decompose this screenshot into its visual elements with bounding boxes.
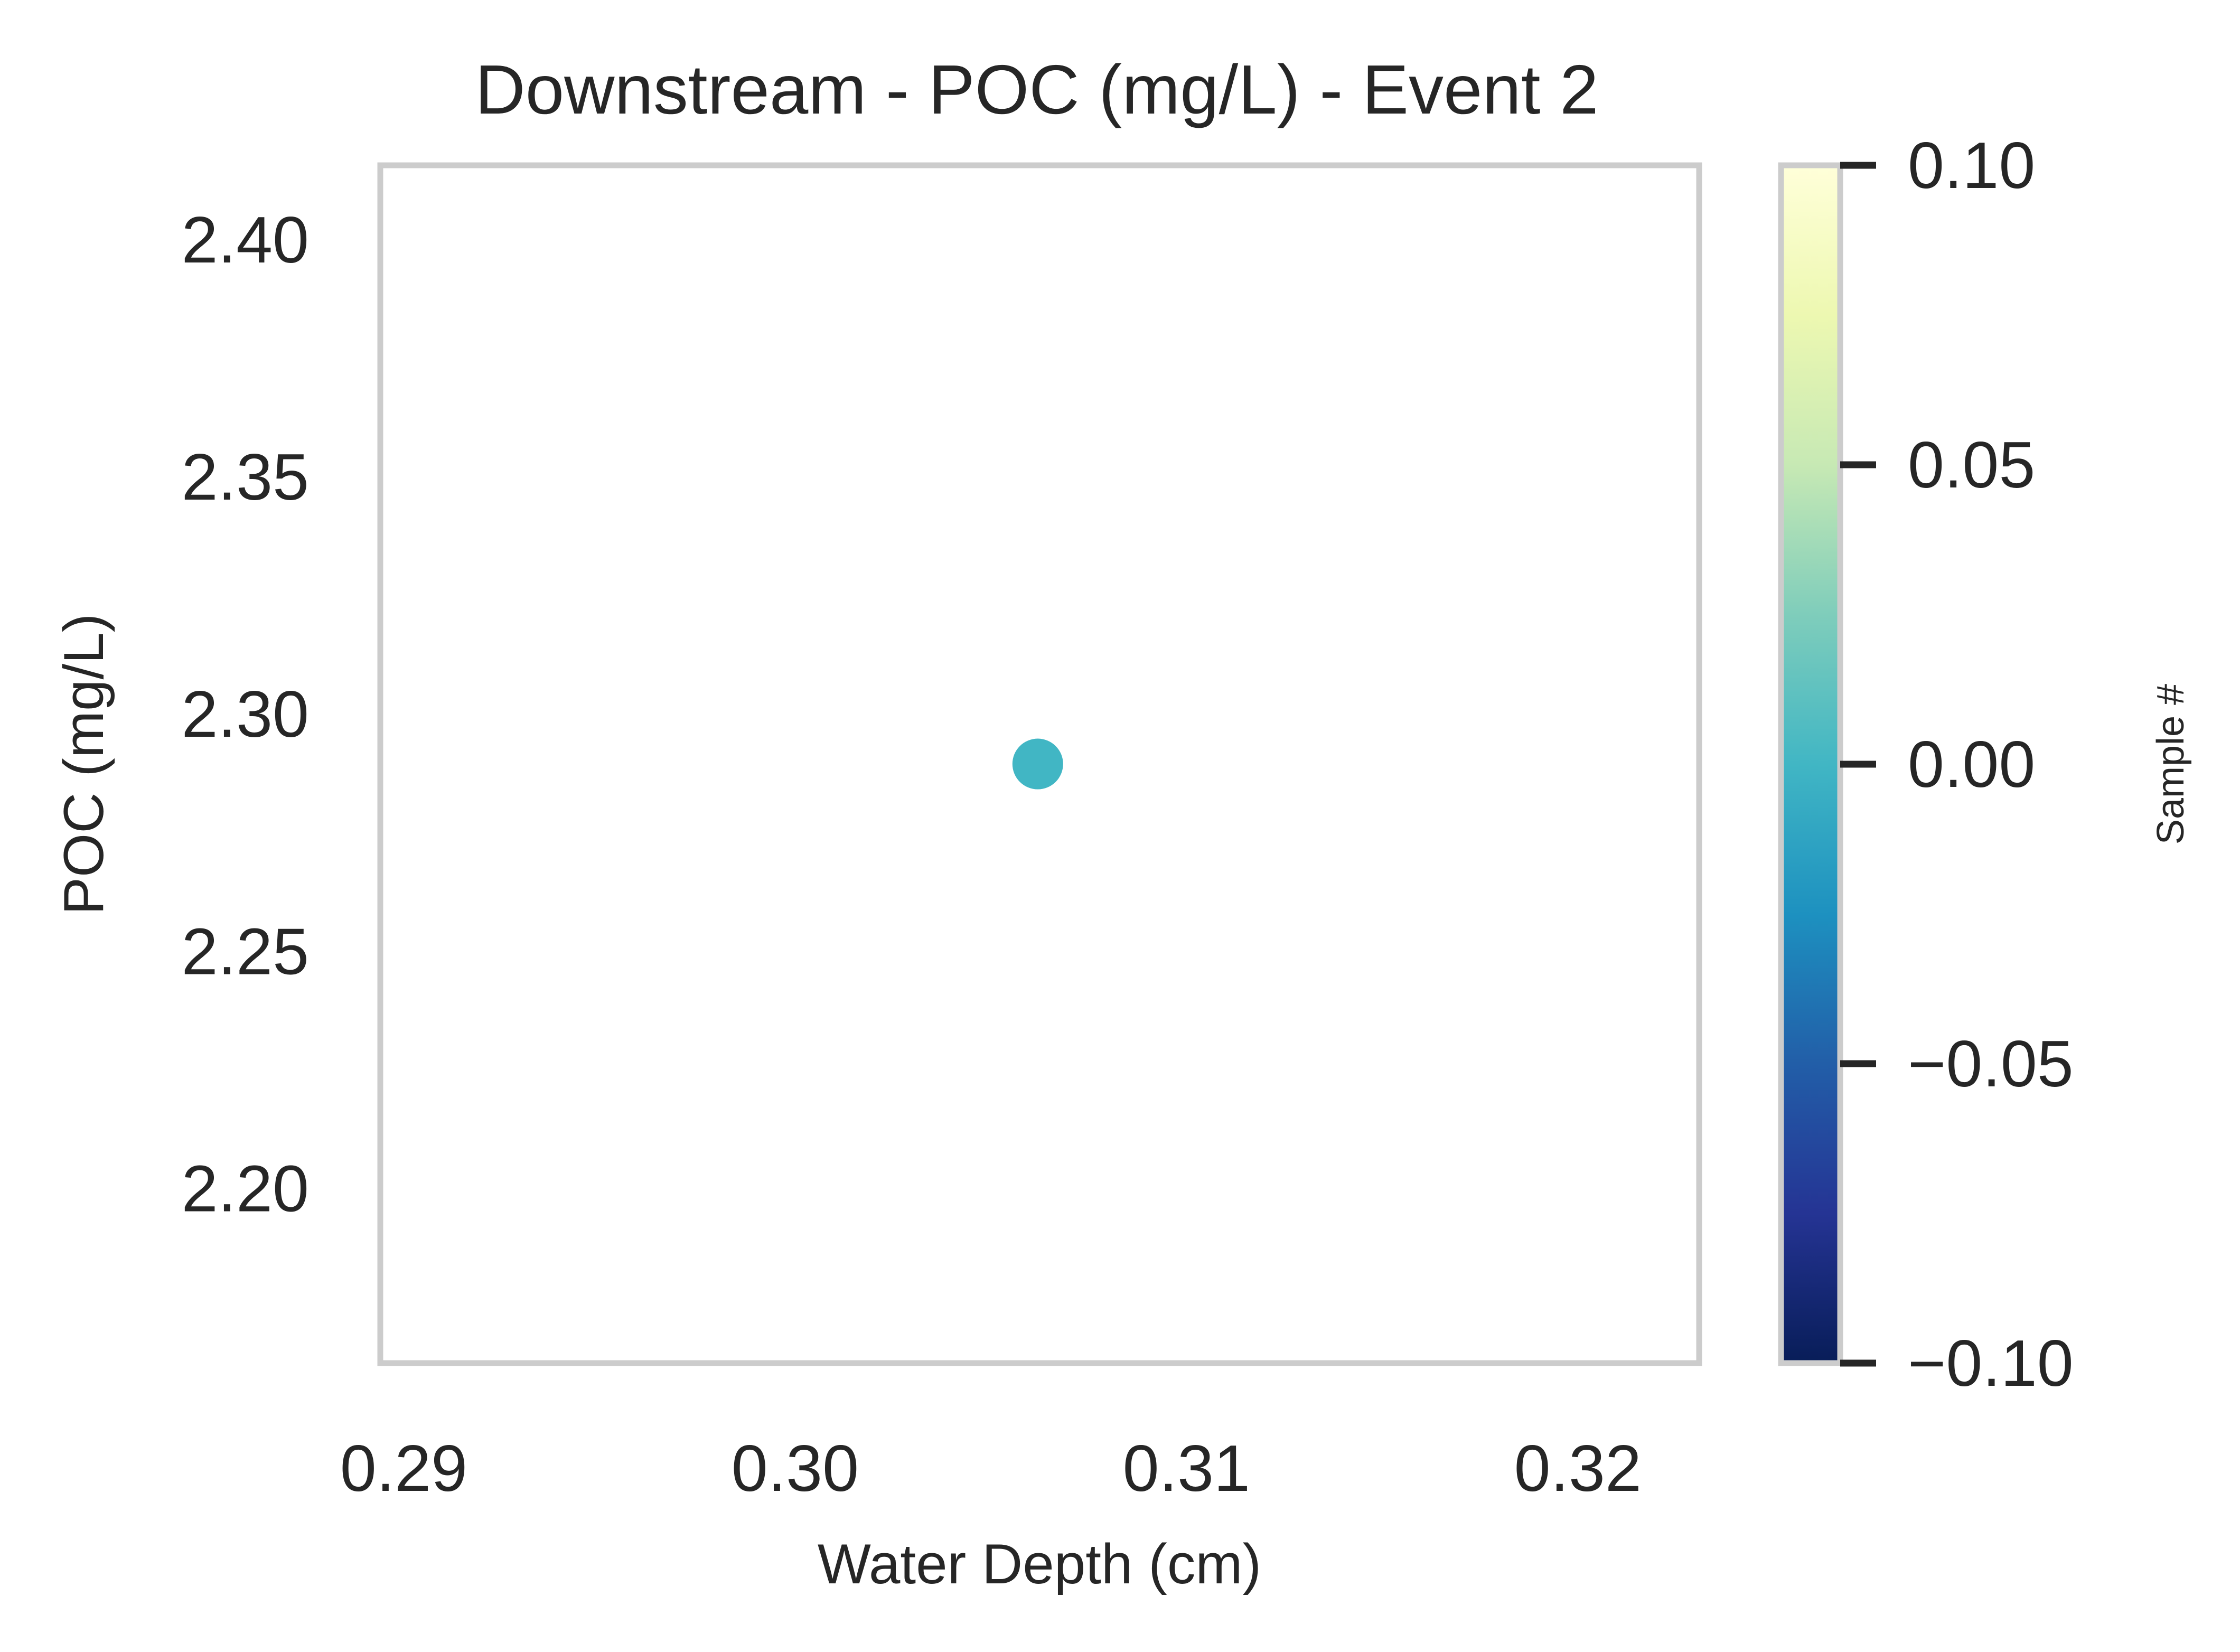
colorbar-tick-label: −0.10 <box>1908 1327 2074 1400</box>
colorbar-tick-label: 0.00 <box>1908 728 2035 801</box>
colorbar-tick-label: 0.10 <box>1908 129 2035 202</box>
y-tick-label: 2.30 <box>182 678 309 751</box>
x-tick-label: 0.32 <box>1514 1432 1642 1505</box>
colorbar <box>1778 162 1843 1366</box>
colorbar-label: Sample # <box>2150 684 2192 844</box>
colorbar-ticks: −0.10 −0.05 0.00 0.05 0.10 <box>1840 129 2074 1400</box>
x-tick-label: 0.30 <box>732 1432 859 1505</box>
y-tick-label: 2.20 <box>182 1152 309 1225</box>
y-tick-label: 2.25 <box>182 915 309 988</box>
y-axis-ticks: 2.20 2.25 2.30 2.35 2.40 <box>182 204 309 1225</box>
colorbar-tick-label: −0.05 <box>1908 1028 2074 1101</box>
chart-title: Downstream - POC (mg/L) - Event 2 <box>475 51 1598 128</box>
y-tick-label: 2.35 <box>182 441 309 514</box>
x-axis-ticks: 0.29 0.30 0.31 0.32 <box>340 1432 1642 1505</box>
y-axis-label: POC (mg/L) <box>52 614 115 915</box>
y-tick-label: 2.40 <box>182 204 309 277</box>
x-tick-label: 0.31 <box>1123 1432 1250 1505</box>
scatter-point <box>1012 738 1063 790</box>
x-tick-label: 0.29 <box>340 1432 467 1505</box>
x-axis-label: Water Depth (cm) <box>818 1532 1261 1595</box>
scatter-points <box>1012 738 1063 790</box>
colorbar-tick-label: 0.05 <box>1908 429 2035 502</box>
